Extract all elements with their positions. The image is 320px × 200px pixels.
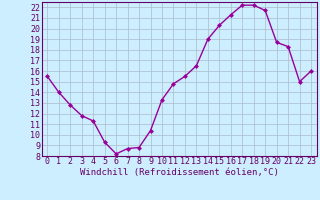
X-axis label: Windchill (Refroidissement éolien,°C): Windchill (Refroidissement éolien,°C) bbox=[80, 168, 279, 177]
